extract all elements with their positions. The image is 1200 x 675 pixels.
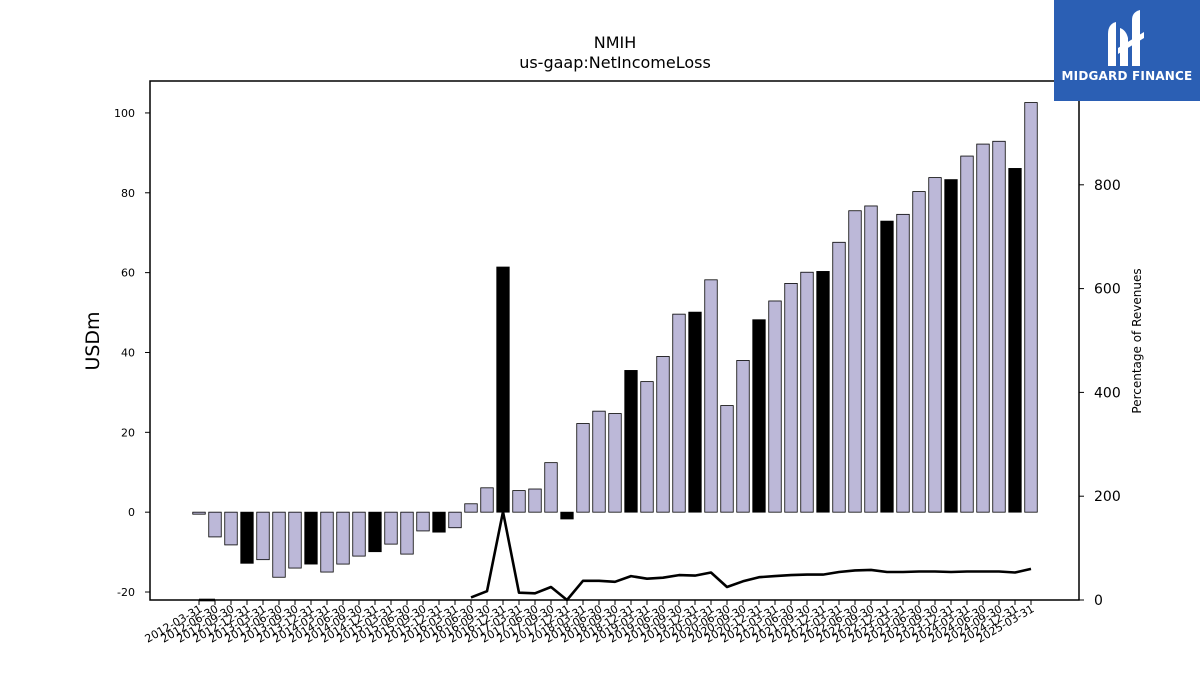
bar-2024-12-31 [1008, 168, 1022, 513]
bar-2018-12-31 [624, 370, 638, 513]
bar-2024-03-31 [960, 155, 974, 513]
bar-2024-06-30 [976, 143, 990, 513]
y2-tick-label: 400 [1094, 385, 1121, 401]
chart-subtitle: us-gaap:NetIncomeLoss [519, 53, 711, 72]
bar-2014-12-31 [368, 511, 382, 553]
bar-2022-06-30 [848, 210, 862, 513]
bar-2021-12-31 [816, 271, 830, 513]
y2-tick-label: 600 [1094, 282, 1121, 298]
y-tick-label: 100 [114, 107, 135, 120]
bar-2020-06-30 [720, 405, 734, 513]
y-tick-label: 20 [121, 426, 135, 439]
y2-tick-label: 200 [1094, 489, 1121, 505]
bar-2016-03-31 [448, 511, 462, 529]
brand-mark-icon [1108, 10, 1144, 66]
y-tick-label: 80 [121, 187, 135, 200]
bar-2013-06-30 [272, 511, 286, 578]
bar-2012-09-30 [224, 511, 238, 546]
bar-2017-12-31 [560, 511, 574, 520]
bars-layer [192, 102, 1038, 578]
y-tick-label: 0 [128, 506, 135, 519]
bar-2019-09-30 [672, 313, 686, 513]
bar-2019-12-31 [688, 311, 702, 513]
brand-logo: MIDGARD FINANCE [1054, 0, 1200, 101]
brand-name: MIDGARD FINANCE [1061, 69, 1193, 83]
y-tick-label: -20 [117, 586, 135, 599]
bar-2015-12-31 [432, 511, 446, 533]
y-tick-label: 60 [121, 267, 135, 280]
bar-2020-09-30 [736, 360, 750, 513]
bar-2015-06-30 [400, 511, 414, 555]
bar-2014-06-30 [336, 511, 350, 565]
bar-2017-09-30 [544, 462, 558, 513]
bar-2017-06-30 [528, 488, 542, 513]
y-axis-label: USDm [82, 311, 104, 370]
y-tick-label: 40 [121, 346, 135, 359]
bar-2022-09-30 [864, 205, 878, 513]
bar-2013-03-31 [256, 511, 270, 561]
bar-2014-03-31 [320, 511, 334, 573]
bar-2012-06-30 [208, 511, 222, 538]
y2-tick-label: 800 [1094, 178, 1121, 194]
axes-layer: -2002040608010002004006008002012-03-3120… [114, 80, 1121, 646]
bar-2016-06-30 [464, 503, 478, 513]
bar-2021-03-31 [768, 300, 782, 513]
bar-2020-03-31 [704, 279, 718, 513]
bar-2014-09-30 [352, 511, 366, 557]
bar-2015-09-30 [416, 511, 430, 532]
bar-2021-06-30 [784, 283, 798, 513]
bar-2018-09-30 [608, 413, 622, 513]
bar-2022-12-31 [880, 220, 894, 513]
y2-tick-label: 0 [1094, 593, 1103, 609]
bar-2018-06-30 [592, 410, 606, 513]
bar-2025-03-31 [1024, 102, 1038, 513]
bar-2017-03-31 [512, 490, 526, 513]
bar-2023-06-30 [912, 191, 926, 513]
line-series-segment-1 [470, 510, 1032, 602]
bar-2024-09-30 [992, 140, 1006, 513]
bar-2016-09-30 [480, 487, 494, 513]
bar-2016-12-31 [496, 266, 510, 513]
bar-2018-03-31 [576, 423, 590, 513]
bar-2020-12-31 [752, 319, 766, 513]
bar-2013-12-31 [304, 511, 318, 565]
bar-2015-03-31 [384, 511, 398, 545]
chart-title: NMIH [594, 33, 637, 52]
bar-2012-03-31 [192, 511, 206, 515]
bar-2023-03-31 [896, 213, 910, 513]
bar-2021-09-30 [800, 271, 814, 513]
bar-2022-03-31 [832, 241, 846, 513]
bar-2019-06-30 [656, 356, 670, 513]
bar-2019-03-31 [640, 381, 654, 513]
bar-2023-09-30 [928, 177, 942, 513]
bar-2013-09-30 [288, 511, 302, 569]
bar-2023-12-31 [944, 179, 958, 513]
y2-axis-label: Percentage of Revenues [1130, 268, 1144, 413]
bar-2012-12-31 [240, 511, 254, 564]
